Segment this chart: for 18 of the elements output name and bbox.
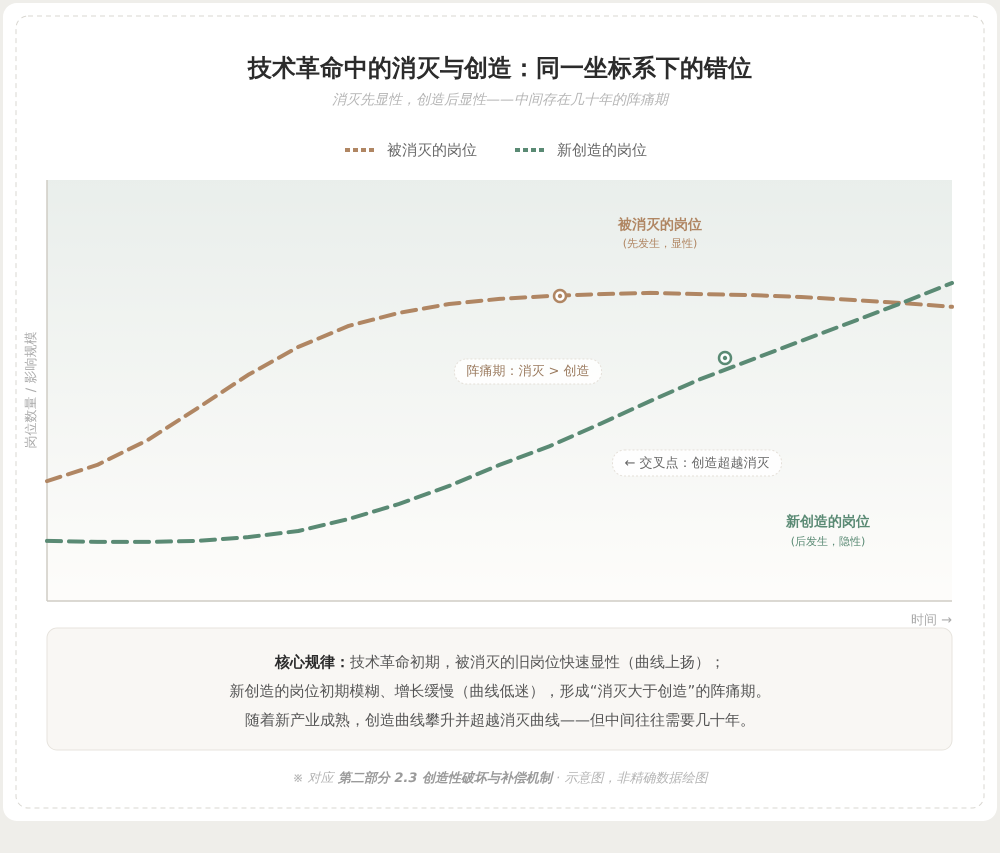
text: 新创造的岗位初期模糊、增长缓慢（曲线低迷），形成“消灭大于创造”的阵痛期。 [230,682,770,700]
y-axis-title: 岗位数量 / 影响规模 [24,332,39,448]
annotation: 新创造的岗位 [785,513,870,530]
text: 随着新产业成熟，创造曲线攀升并超越消灭曲线——但中间往往需要几十年。 [245,711,755,729]
annotation: ← 交叉点：创造超越消灭 [624,455,770,471]
x-axis-title: 时间 → [910,613,952,628]
text: 技术革命初期，被消灭的旧岗位快速显性（曲线上扬）； [349,653,725,671]
chart-subtitle: 消灭先显性，创造后显性——中间存在几十年的阵痛期 [332,92,670,108]
text: 核心规律： [274,653,350,671]
chart-title: 技术革命中的消灭与创造：同一坐标系下的错位 [247,54,752,82]
legend-label: 被消灭的岗位 [387,141,477,159]
text: 第二部分 2.3 创造性破坏与补偿机制 [336,770,555,786]
annotation: (后发生，隐性) [790,535,866,548]
text: 被消灭的岗位 [617,216,702,233]
text: ※ 对应 [292,770,338,786]
text: (先发生，显性) [622,237,698,250]
annotation: 阵痛期：消灭 > 创造 [466,364,590,379]
legend-label: 新创造的岗位 [557,141,647,159]
